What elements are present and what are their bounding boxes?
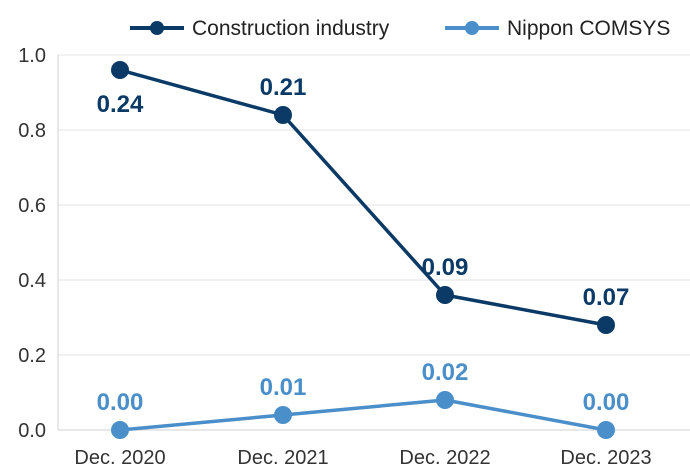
data-point — [597, 421, 615, 439]
series-layer: 0.24 0.21 0.09 0.07 0.00 0.01 0.02 0.00 — [97, 61, 630, 439]
x-tick-label: Dec. 2021 — [237, 447, 328, 469]
data-point — [436, 391, 454, 409]
gridlines — [58, 54, 690, 356]
data-point — [274, 106, 292, 124]
y-tick-label: 0.0 — [18, 420, 46, 442]
series-line-1 — [119, 398, 607, 432]
series-line-0 — [119, 68, 607, 327]
x-tick-label: Dec. 2020 — [74, 447, 165, 469]
data-label: 0.01 — [260, 374, 307, 401]
data-point — [274, 406, 292, 424]
legend-label: Construction industry — [192, 17, 390, 40]
legend-label: Nippon COMSYS — [507, 17, 670, 40]
x-tick-label: Dec. 2022 — [399, 447, 490, 469]
legend-marker — [150, 21, 164, 35]
data-point — [436, 286, 454, 304]
data-point — [111, 61, 129, 79]
data-point — [111, 421, 129, 439]
y-tick-label: 1.0 — [18, 45, 46, 67]
data-label: 0.00 — [97, 389, 144, 416]
data-point — [597, 316, 615, 334]
data-label: 0.24 — [97, 91, 144, 118]
data-label: 0.09 — [422, 254, 469, 281]
legend: Construction industry Nippon COMSYS — [130, 17, 670, 40]
axes: 0.0 0.2 0.4 0.6 0.8 1.0 Dec. 2020 Dec. 2021 Dec.… — [18, 45, 690, 469]
legend-marker — [465, 21, 479, 35]
x-tick-label: Dec. 2023 — [560, 447, 651, 469]
y-tick-label: 0.2 — [18, 345, 46, 367]
y-tick-label: 0.8 — [18, 120, 46, 142]
data-label: 0.21 — [260, 74, 307, 101]
data-label: 0.00 — [583, 389, 630, 416]
data-label: 0.07 — [583, 284, 630, 311]
y-tick-label: 0.4 — [18, 270, 46, 292]
data-label: 0.02 — [422, 359, 469, 386]
y-tick-label: 0.6 — [18, 195, 46, 217]
